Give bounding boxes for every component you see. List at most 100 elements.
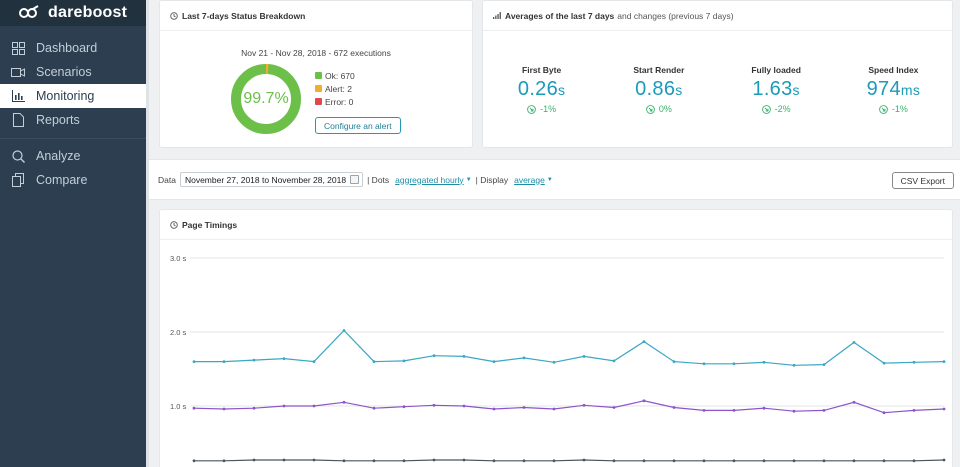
data-point[interactable] <box>912 360 916 364</box>
data-point[interactable] <box>462 458 466 462</box>
data-point[interactable] <box>372 406 376 410</box>
data-point[interactable] <box>822 363 826 366</box>
configure-alert-button[interactable]: Configure an alert <box>315 117 401 134</box>
sidebar-item-label: Reports <box>36 113 80 127</box>
data-point[interactable] <box>222 360 226 363</box>
data-point[interactable] <box>432 354 436 358</box>
data-point[interactable] <box>402 405 406 409</box>
data-point[interactable] <box>552 459 556 463</box>
data-point[interactable] <box>582 355 586 358</box>
averages-card-header: Averages of the last 7 days and changes … <box>483 1 952 31</box>
data-point[interactable] <box>702 409 706 412</box>
sidebar-item-label: Monitoring <box>36 89 95 103</box>
brand-name: dareboost <box>48 4 128 21</box>
data-point[interactable] <box>882 459 886 463</box>
data-point[interactable] <box>552 360 556 364</box>
data-point[interactable] <box>222 459 226 463</box>
data-point[interactable] <box>312 360 316 363</box>
data-point[interactable] <box>912 459 916 463</box>
trend-down-icon <box>646 104 655 114</box>
sidebar-item-monitoring[interactable]: Monitoring <box>0 84 146 108</box>
data-point[interactable] <box>492 407 496 411</box>
data-point[interactable] <box>252 358 256 362</box>
sidebar-item-analyze[interactable]: Analyze <box>0 144 146 168</box>
data-point[interactable] <box>612 459 616 463</box>
data-point[interactable] <box>642 459 646 463</box>
data-point[interactable] <box>282 458 286 462</box>
data-point[interactable] <box>192 406 196 410</box>
data-point[interactable] <box>192 360 196 363</box>
metric-label: Fully loaded <box>751 65 801 75</box>
data-point[interactable] <box>492 360 496 363</box>
data-point[interactable] <box>522 459 526 463</box>
data-point[interactable] <box>222 407 226 411</box>
data-point[interactable] <box>282 404 286 408</box>
sidebar-item-compare[interactable]: Compare <box>0 168 146 192</box>
data-point[interactable] <box>612 359 616 363</box>
data-point[interactable] <box>432 458 436 462</box>
data-point[interactable] <box>372 360 376 363</box>
data-point[interactable] <box>342 459 346 463</box>
data-point[interactable] <box>522 406 526 409</box>
data-point[interactable] <box>342 329 346 332</box>
data-point[interactable] <box>762 360 766 364</box>
data-point[interactable] <box>522 356 526 360</box>
data-point[interactable] <box>672 360 676 363</box>
data-point[interactable] <box>852 341 856 344</box>
data-point[interactable] <box>942 458 946 462</box>
data-point[interactable] <box>402 359 406 363</box>
data-point[interactable] <box>732 362 736 366</box>
data-point[interactable] <box>312 458 316 462</box>
data-point[interactable] <box>312 404 316 408</box>
data-point[interactable] <box>432 403 436 407</box>
data-point[interactable] <box>822 409 826 412</box>
data-point[interactable] <box>372 459 376 463</box>
display-dropdown[interactable]: average <box>514 175 545 185</box>
data-point[interactable] <box>852 400 856 404</box>
legend-error: Error: 0 <box>315 95 355 108</box>
data-point[interactable] <box>702 362 706 366</box>
main-content: Last 7-days Status Breakdown Nov 21 - No… <box>146 0 960 467</box>
sidebar-item-reports[interactable]: Reports <box>0 108 146 132</box>
data-point[interactable] <box>672 459 676 463</box>
dots-dropdown[interactable]: aggregated hourly <box>395 175 464 185</box>
data-point[interactable] <box>552 407 556 411</box>
data-point[interactable] <box>732 409 736 412</box>
date-range-value: November 27, 2018 to November 28, 2018 <box>184 174 347 185</box>
data-point[interactable] <box>252 458 256 462</box>
data-point[interactable] <box>702 459 706 463</box>
brand-logo[interactable]: dareboost <box>0 0 146 26</box>
data-point[interactable] <box>462 355 466 358</box>
csv-export-button[interactable]: CSV Export <box>891 172 954 189</box>
sidebar-item-dashboard[interactable]: Dashboard <box>0 36 146 60</box>
data-point[interactable] <box>792 409 796 413</box>
data-point[interactable] <box>912 409 916 412</box>
data-point[interactable] <box>822 459 826 463</box>
data-point[interactable] <box>192 459 196 463</box>
data-point[interactable] <box>882 361 886 365</box>
data-point[interactable] <box>732 459 736 463</box>
data-point[interactable] <box>792 363 796 367</box>
date-range-picker[interactable]: November 27, 2018 to November 28, 2018 <box>179 172 364 187</box>
sidebar-item-scenarios[interactable]: Scenarios <box>0 60 146 84</box>
data-point[interactable] <box>852 459 856 463</box>
data-point[interactable] <box>582 403 586 407</box>
data-point[interactable] <box>402 459 406 463</box>
data-point[interactable] <box>492 459 496 463</box>
data-point[interactable] <box>342 400 346 404</box>
data-point[interactable] <box>762 406 766 410</box>
data-point[interactable] <box>672 406 676 409</box>
data-point[interactable] <box>942 360 946 363</box>
data-point[interactable] <box>582 458 586 462</box>
data-point[interactable] <box>252 406 256 410</box>
data-point[interactable] <box>612 406 616 409</box>
status-card-header: Last 7-days Status Breakdown <box>160 1 472 31</box>
data-point[interactable] <box>282 357 286 360</box>
data-point[interactable] <box>942 407 946 411</box>
data-point[interactable] <box>882 411 886 415</box>
data-point[interactable] <box>462 404 466 408</box>
data-point[interactable] <box>642 399 646 403</box>
data-point[interactable] <box>792 459 796 463</box>
data-point[interactable] <box>762 459 766 463</box>
data-point[interactable] <box>642 340 646 343</box>
